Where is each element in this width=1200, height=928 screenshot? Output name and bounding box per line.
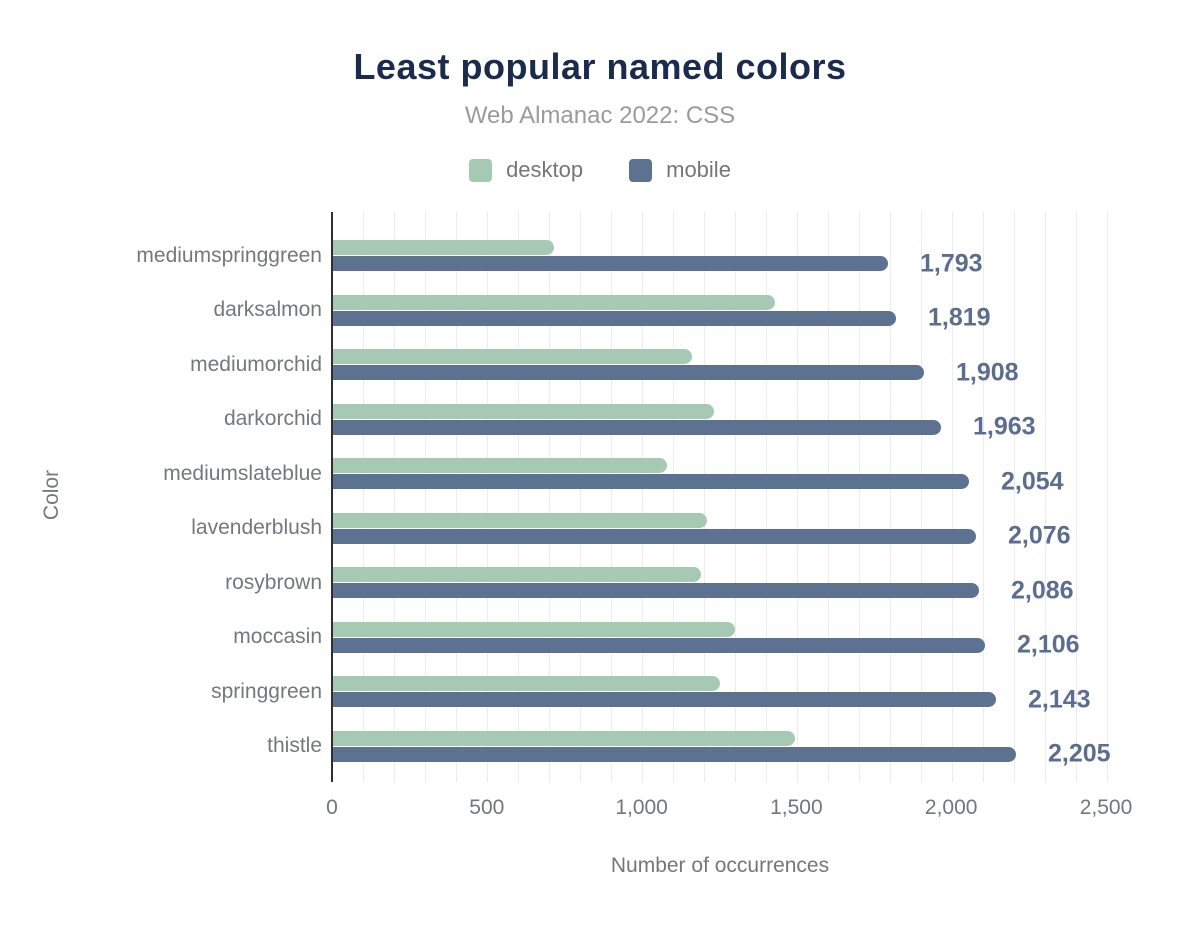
gridline-1000 [642,212,644,782]
category-label-mediumslateblue: mediumslateblue [163,461,322,485]
value-label-darkorchid: 1,963 [973,412,1036,441]
bar-mobile-moccasin [333,637,985,653]
gridline-400 [456,212,458,782]
category-label-moccasin: moccasin [233,625,322,648]
value-label-thistle: 2,205 [1048,739,1111,768]
legend-item-mobile[interactable]: mobile [629,157,731,183]
gridline-1700 [858,212,860,782]
gridline-1500 [796,212,798,782]
bar-mobile-mediumslateblue [333,474,969,489]
category-label-springgreen: springgreen [211,679,322,703]
gridline-600 [518,212,520,782]
gridline-2100 [982,212,984,782]
gridline-1600 [827,212,829,782]
value-label-rosybrown: 2,086 [1011,576,1074,604]
gridline-1800 [889,212,891,782]
gridline-200 [394,212,396,782]
bar-desktop-thistle [333,730,795,746]
gridline-2200 [1013,212,1015,782]
gridline-1400 [765,212,767,782]
gridline-1900 [920,212,922,782]
x-axis-title: Number of occurrences [610,854,830,877]
bar-desktop-mediumslateblue [333,458,667,473]
gridline-900 [611,212,613,782]
bar-mobile-springgreen [333,692,996,707]
gridline-2500 [1106,212,1108,782]
chart-title: Least popular named colors [353,46,847,87]
legend-item-desktop[interactable]: desktop [469,157,583,183]
bar-desktop-mediumorchid [333,349,692,364]
category-label-mediumorchid: mediumorchid [190,352,322,376]
category-label-rosybrown: rosybrown [225,570,322,594]
y-axis-title: Color [40,469,63,521]
gridline-2000 [951,212,953,782]
category-label-darkorchid: darkorchid [223,407,322,430]
bar-mobile-mediumorchid [333,365,924,380]
category-label-darksalmon: darksalmon [213,298,322,321]
value-label-darksalmon: 1,819 [928,303,991,332]
bar-desktop-springgreen [333,676,720,691]
value-label-mediumorchid: 1,908 [956,358,1019,386]
bar-desktop-darksalmon [333,294,775,310]
bar-mobile-rosybrown [333,583,979,598]
x-tick-1,500: 1,500 [770,796,823,819]
legend: desktop mobile [0,157,1200,183]
x-tick-2,500: 2,500 [1079,796,1133,819]
bar-desktop-moccasin [333,621,735,637]
value-label-springgreen: 2,143 [1028,685,1091,713]
gridline-2300 [1044,212,1046,782]
category-label-mediumspringgreen: mediumspringgreen [136,243,322,267]
gridline-1100 [673,212,675,782]
legend-swatch-desktop [469,158,493,182]
x-tick-1,000: 1,000 [615,796,668,819]
gridline-1300 [734,212,736,782]
gridline-700 [549,212,551,782]
bar-desktop-rosybrown [333,567,701,582]
category-label-thistle: thistle [267,734,322,757]
value-label-mediumslateblue: 2,054 [1001,467,1064,495]
x-tick-0: 0 [326,796,338,819]
category-label-lavenderblush: lavenderblush [191,516,322,539]
gridline-800 [580,212,582,782]
x-tick-500: 500 [469,796,505,819]
bar-mobile-darksalmon [333,310,896,326]
bar-mobile-mediumspringgreen [333,256,888,271]
gridline-500 [487,212,489,782]
bar-mobile-lavenderblush [333,528,976,544]
gridline-1200 [704,212,706,782]
bar-desktop-lavenderblush [333,512,707,528]
value-label-mediumspringgreen: 1,793 [920,249,983,277]
bar-desktop-darkorchid [333,403,714,419]
chart-subtitle: Web Almanac 2022: CSS [464,102,736,129]
bar-desktop-mediumspringgreen [333,240,554,255]
y-axis-line [331,212,333,782]
bar-mobile-darkorchid [333,419,941,435]
x-tick-2,000: 2,000 [924,796,978,819]
legend-label-mobile: mobile [666,157,731,182]
gridline-300 [425,212,427,782]
legend-swatch-mobile [629,158,653,182]
value-label-moccasin: 2,106 [1017,630,1080,659]
legend-label-desktop: desktop [506,157,584,182]
bar-mobile-thistle [333,746,1016,762]
value-label-lavenderblush: 2,076 [1008,521,1071,550]
gridline-2400 [1075,212,1077,782]
gridline-100 [363,212,365,782]
